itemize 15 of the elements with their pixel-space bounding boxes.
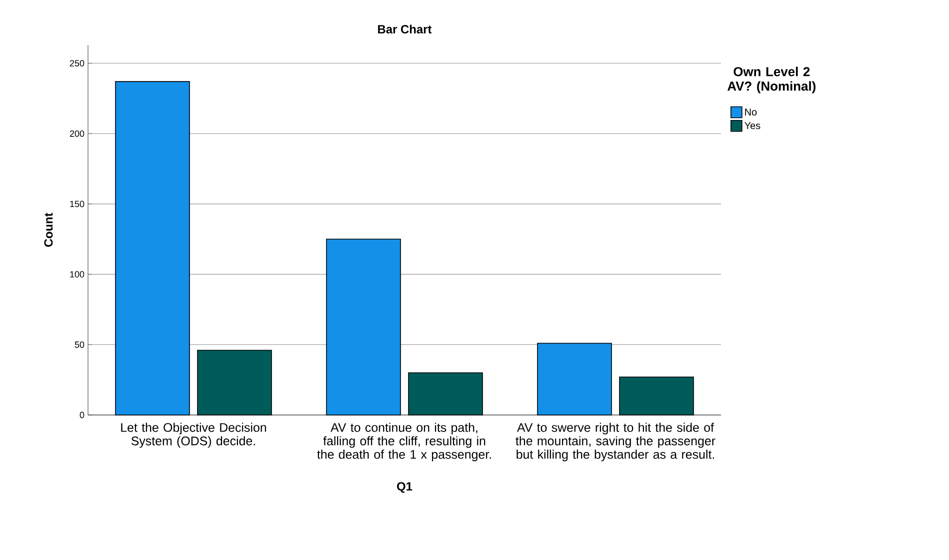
y-tick-label: 0 (80, 412, 84, 418)
x-tick-label: Let the Objective Decision System (ODS) decide. (121, 422, 266, 448)
x-tick-label: AV to continue on its path, falling off the cliff, resulting in the death of the 1 x passenger. (317, 422, 491, 462)
y-axis-title: Count (44, 212, 53, 247)
chart-title: Bar Chart (378, 24, 432, 34)
y-tick-label: 50 (74, 341, 84, 348)
legend-label: Yes (744, 122, 760, 130)
y-tick-label: 250 (70, 60, 84, 66)
y-tick-label: 100 (70, 271, 84, 278)
y-tick-label: 150 (70, 200, 84, 208)
x-tick-label: AV to swerve right to hit the side of the mountain, saving the passenger but killing the bystander as a result. (516, 422, 716, 462)
x-axis-title: Q1 (397, 482, 412, 493)
y-tick-label: 200 (70, 130, 84, 137)
legend-label: No (745, 108, 757, 116)
legend-title: Own Level 2 AV? (Nominal) (727, 66, 816, 94)
